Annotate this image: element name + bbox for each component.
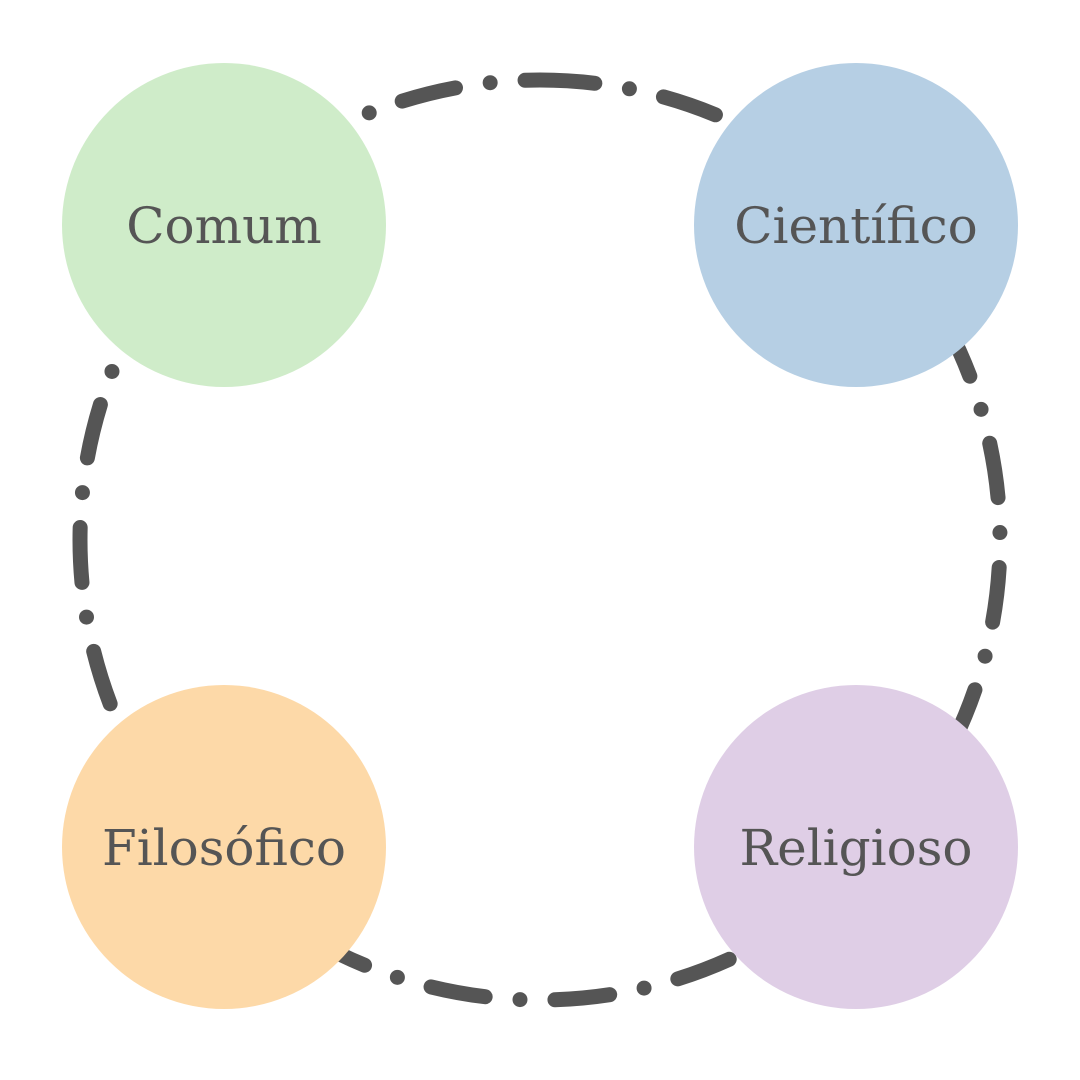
node-religioso-label: Religioso <box>739 819 972 877</box>
node-comum: Comum <box>62 63 386 387</box>
node-cientifico-label: Científico <box>734 197 978 255</box>
node-filosofico-label: Filosófico <box>102 819 346 877</box>
node-comum-circle <box>62 63 386 387</box>
node-cientifico: Científico <box>694 63 1018 387</box>
node-religioso-circle <box>694 685 1018 1009</box>
node-filosofico-circle <box>62 685 386 1009</box>
node-comum-label: Comum <box>126 197 321 255</box>
connector-ring <box>72 72 1008 1008</box>
node-cientifico-circle <box>694 63 1018 387</box>
node-religioso: Religioso <box>694 685 1018 1009</box>
node-filosofico: Filosófico <box>62 685 386 1009</box>
